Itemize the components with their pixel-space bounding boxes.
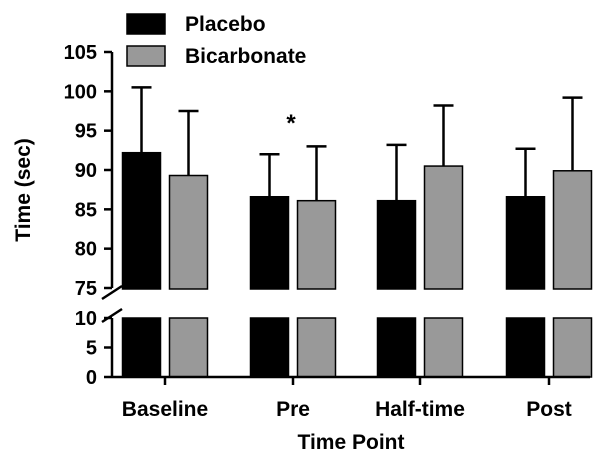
bar-placebo-baseline-upper: [121, 151, 162, 290]
bar-placebo-pre-upper: [249, 195, 290, 290]
axis-break-mark-upper: [101, 284, 123, 301]
bar-placebo-half-time-lower: [376, 317, 417, 378]
x-tick-label-post: Post: [526, 398, 572, 421]
axes-group: [101, 50, 590, 385]
bars-group: [121, 86, 593, 378]
bar-bicarbonate-baseline-upper: [168, 174, 209, 290]
y-tick-label-105: 105: [64, 42, 97, 64]
bar-bicarbonate-pre-lower: [296, 317, 337, 378]
bar-bicarbonate-post-lower: [552, 317, 593, 378]
y-tick-label-80: 80: [75, 239, 97, 261]
y-tick-label-5: 5: [86, 338, 97, 360]
bar-placebo-post-lower: [505, 317, 546, 378]
y-tick-label-10: 10: [75, 308, 97, 330]
legend-label-placebo: Placebo: [185, 13, 266, 36]
y-tick-label-85: 85: [75, 199, 97, 221]
legend-swatch-bicarbonate: [126, 45, 166, 67]
y-tick-label-100: 100: [64, 81, 97, 103]
y-tick-label-95: 95: [75, 121, 97, 143]
bar-bicarbonate-post-upper: [552, 170, 593, 290]
tick-labels-group: 75 80 85 90 95 100 105 0 5 10 Baseline Pre Half-time…: [64, 42, 572, 421]
bar-placebo-post-upper: [505, 195, 546, 290]
bar-placebo-pre-lower: [249, 317, 290, 378]
legend: Placebo Bicarbonate: [126, 13, 306, 68]
legend-label-bicarbonate: Bicarbonate: [185, 45, 306, 68]
x-tick-label-half-time: Half-time: [375, 398, 465, 421]
bar-placebo-half-time-upper: [376, 199, 417, 290]
y-tick-label-75: 75: [75, 278, 97, 300]
bar-bicarbonate-half-time-upper: [423, 165, 464, 290]
legend-swatch-placebo: [126, 13, 166, 35]
y-tick-label-90: 90: [75, 160, 97, 182]
bar-bicarbonate-pre-upper: [296, 199, 337, 290]
x-tick-label-pre: Pre: [276, 398, 310, 421]
y-tick-label-0: 0: [86, 367, 97, 389]
bar-bicarbonate-baseline-lower: [168, 317, 209, 378]
axis-break-mark-lower: [101, 307, 123, 324]
annotations-group: *: [286, 110, 296, 137]
x-tick-label-baseline: Baseline: [122, 398, 208, 421]
bar-placebo-baseline-lower: [121, 317, 162, 378]
y-axis-title: Time (sec): [12, 138, 35, 242]
significance-asterisk: *: [286, 110, 296, 137]
x-axis-title: Time Point: [298, 431, 405, 454]
bar-bicarbonate-half-time-lower: [423, 317, 464, 378]
